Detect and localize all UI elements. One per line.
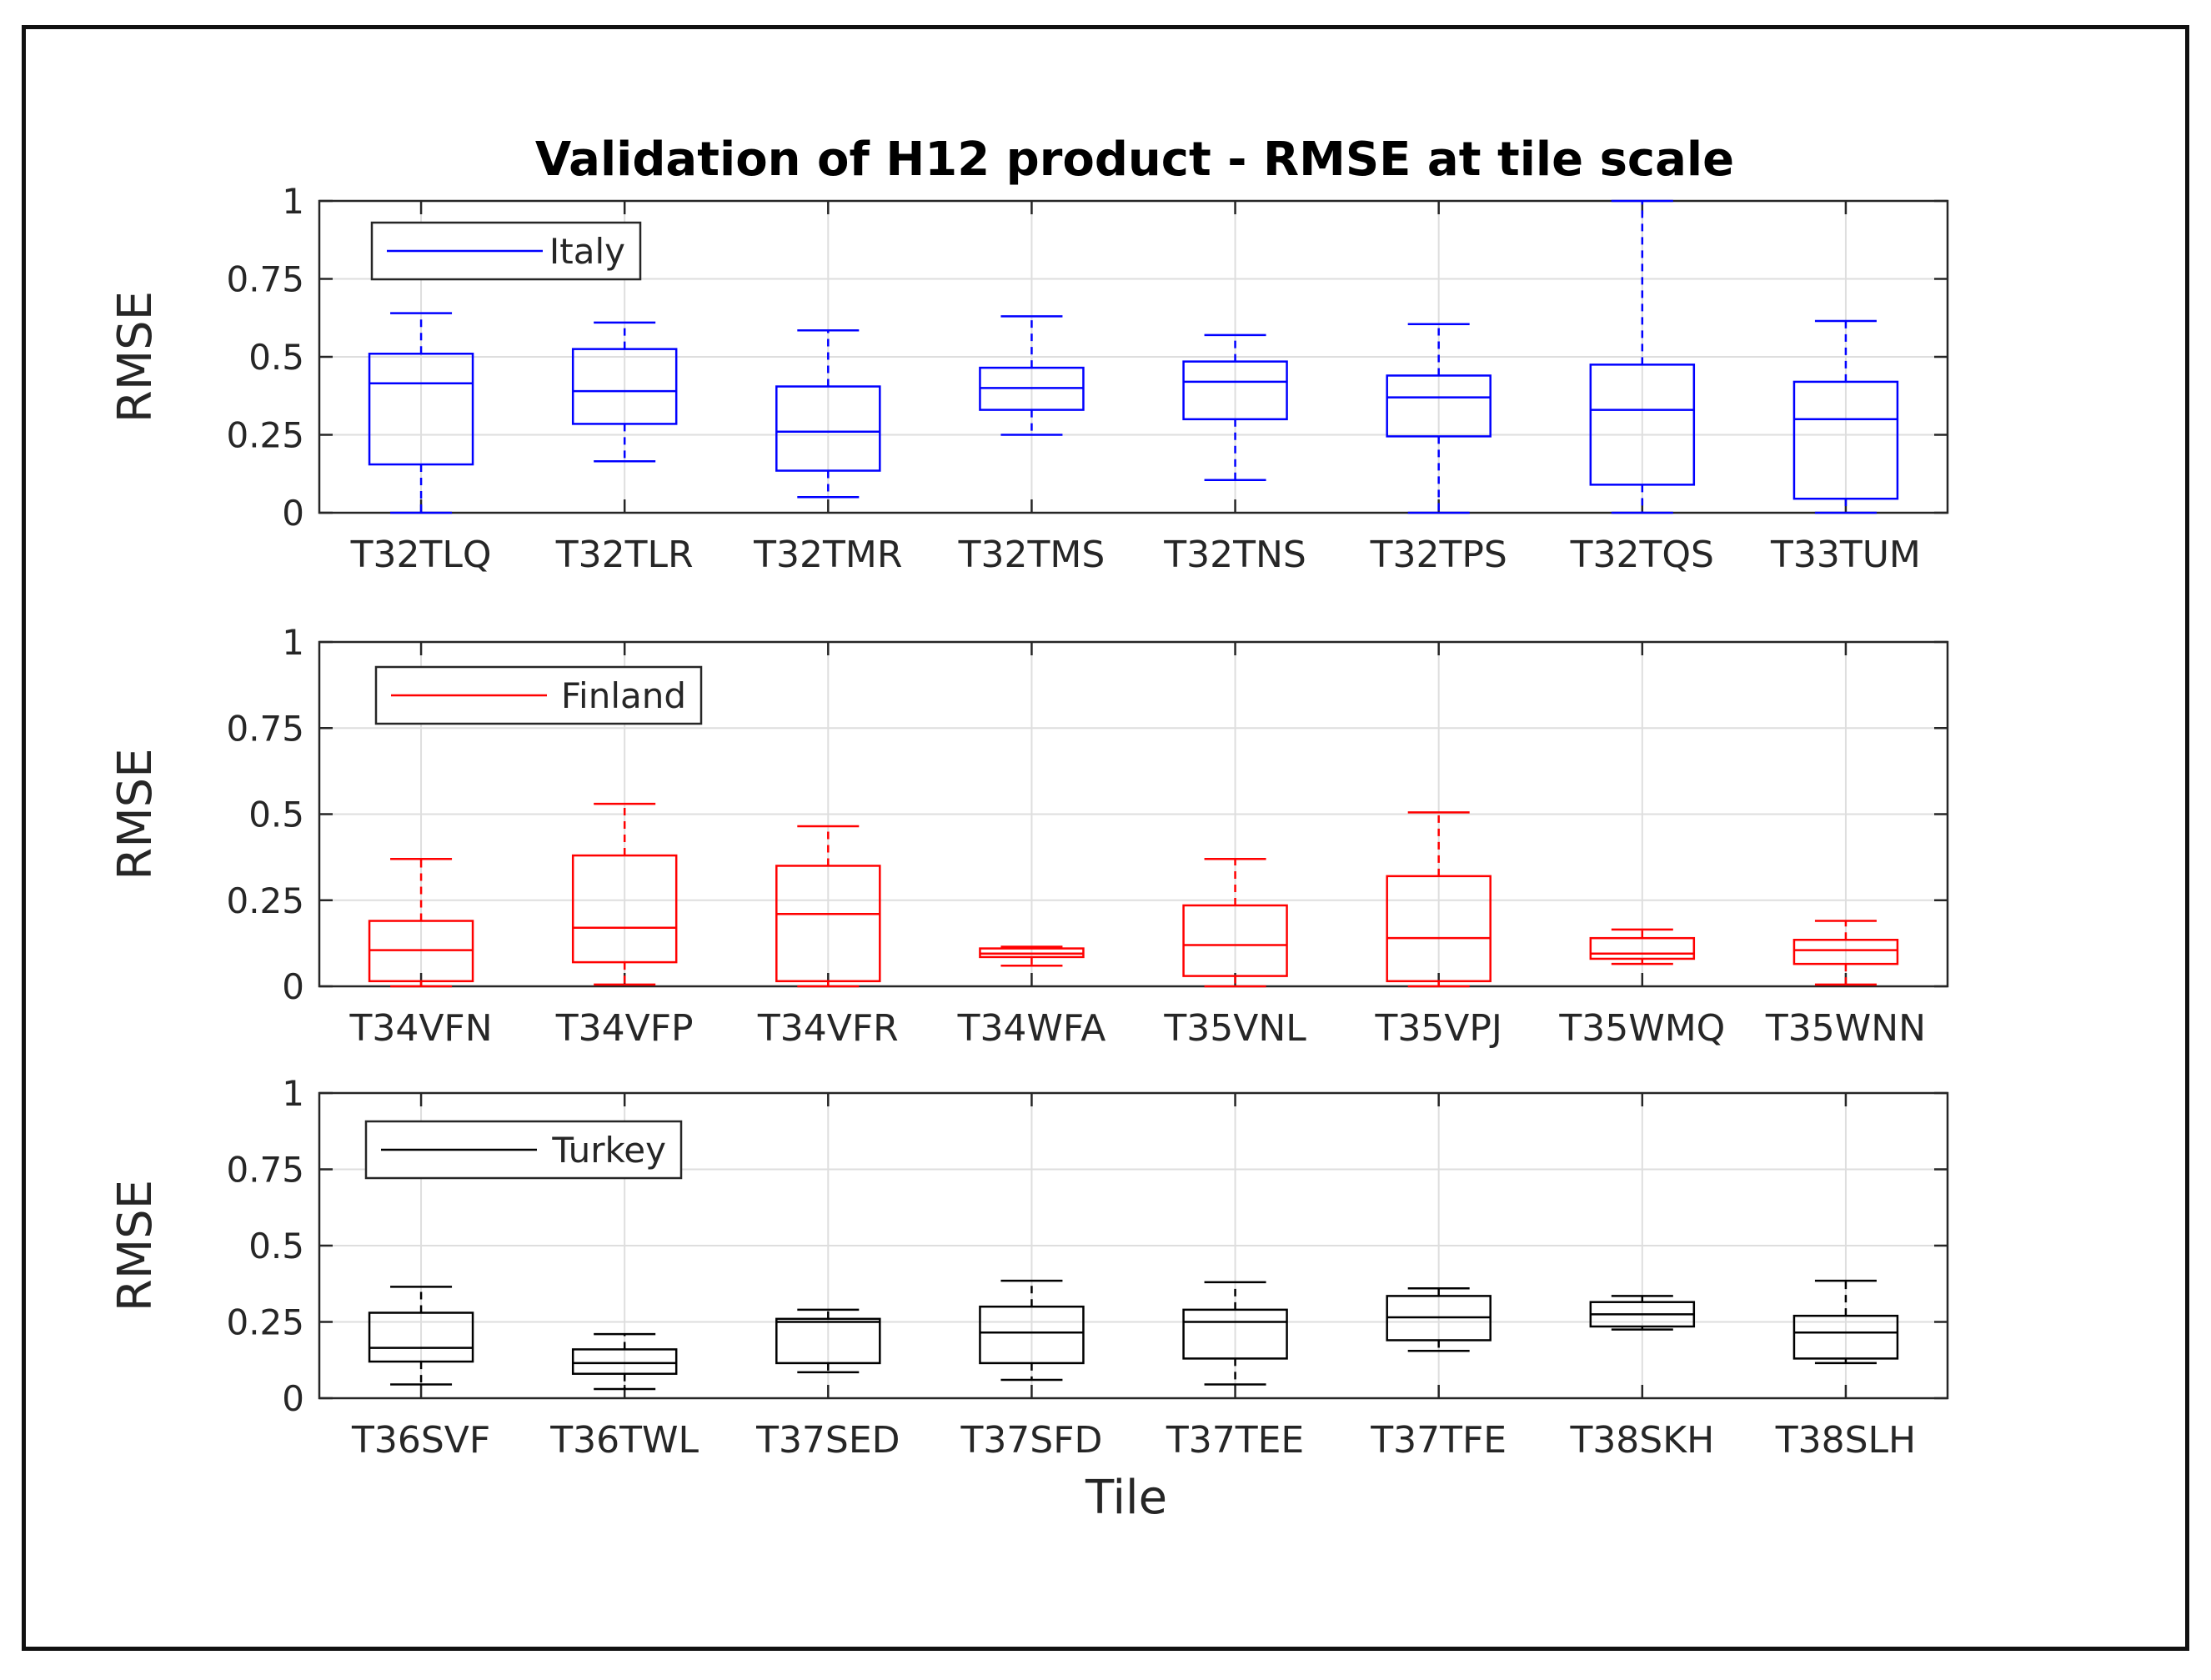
panel-3-box: [571, 1348, 678, 1375]
panel-1-x-tick-label: T32TMR: [753, 534, 902, 576]
x-axis-label: Tile: [1085, 1471, 1167, 1525]
panel-2-box: [1589, 936, 1696, 960]
panel-3-x-tick-label: T36SVF: [351, 1419, 490, 1462]
panel-1-y-tick-label: 0.75: [226, 259, 304, 300]
panel-2-x-tick-label: T34VFP: [555, 1007, 694, 1050]
panel-2-x-tick-label: T35VNL: [1163, 1007, 1306, 1050]
panel-2-x-tick-label: T35VPJ: [1374, 1007, 1502, 1050]
panel-2-box: [775, 865, 881, 983]
panel-1-box: [1386, 374, 1492, 438]
panel-2-box: [571, 854, 678, 964]
panel-2-box: [1792, 938, 1899, 965]
panel-1-box: [571, 348, 678, 425]
panel-2-y-tick-label: 1: [282, 622, 304, 663]
panel-2-x-tick-label: T34VFR: [757, 1007, 899, 1050]
panel-2-box: [1182, 904, 1288, 977]
panel-2-x-tick-label: T35WNN: [1765, 1007, 1926, 1050]
panel-2-x-tick-label: T34WFA: [957, 1007, 1106, 1050]
panel-3-y-axis-label: RMSE: [108, 1180, 163, 1311]
panel-3-y-tick-label: 0.25: [226, 1302, 304, 1343]
panel-3-box: [1182, 1308, 1288, 1360]
panel-1-x-tick-label: T32TQS: [1570, 534, 1714, 576]
panel-3-y-tick-label: 0: [282, 1378, 304, 1419]
panel-1-x-tick-label: T33TUM: [1770, 534, 1921, 576]
panel-2-box: [1386, 875, 1492, 983]
panel-3-legend-label: Turkey: [551, 1130, 666, 1171]
panel-3-x-tick-label: T37SED: [755, 1419, 900, 1462]
panel-1-y-tick-label: 1: [282, 181, 304, 222]
panel-1-box: [368, 353, 474, 466]
panel-2-y-tick-label: 0: [282, 966, 304, 1007]
panel-1-box: [1182, 360, 1288, 421]
panel-1-x-tick-label: T32TNS: [1163, 534, 1306, 576]
panel-2-y-tick-label: 0.25: [226, 880, 304, 921]
panel-3-x-tick-label: T36TWL: [549, 1419, 699, 1462]
panel-1-y-tick-label: 0: [282, 493, 304, 534]
panel-2-x-tick-label: T34VFN: [348, 1007, 492, 1050]
panel-2-y-tick-label: 0.5: [248, 795, 304, 835]
panel-2-x-tick-label: T35WMQ: [1558, 1007, 1725, 1050]
panel-3-x-tick-label: T38SLH: [1775, 1419, 1916, 1462]
panel-2-y-axis-label: RMSE: [108, 748, 163, 880]
panel-3-box: [368, 1311, 474, 1363]
panel-1-x-tick-label: T32TLQ: [350, 534, 492, 576]
panel-3-x-tick-label: T38SKH: [1569, 1419, 1714, 1462]
panel-1-y-tick-label: 0.5: [248, 337, 304, 378]
panel-3-y-tick-label: 0.5: [248, 1226, 304, 1266]
panel-1-y-axis-label: RMSE: [108, 291, 163, 423]
panel-3-y-tick-label: 1: [282, 1073, 304, 1114]
panel-1-box: [1589, 364, 1696, 486]
panel-2-y-tick-label: 0.75: [226, 708, 304, 749]
panel-1-box: [1792, 380, 1899, 500]
panel-1-x-tick-label: T32TLR: [555, 534, 694, 576]
panel-1-legend-label: Italy: [549, 231, 625, 272]
chart-title: Validation of H12 product - RMSE at tile…: [535, 133, 1734, 187]
panel-3-box: [1792, 1314, 1899, 1360]
panel-3-x-tick-label: T37TEE: [1166, 1419, 1304, 1462]
boxplot-chart: Validation of H12 product - RMSE at tile…: [108, 133, 1949, 1525]
panel-3-box: [979, 1305, 1085, 1365]
panel-3-x-tick-label: T37SFD: [960, 1419, 1102, 1462]
panel-1-y-tick-label: 0.25: [226, 415, 304, 456]
figure-frame: Validation of H12 product - RMSE at tile…: [22, 25, 2189, 1651]
panel-1-x-tick-label: T32TPS: [1370, 534, 1507, 576]
panel-2-legend-label: Finland: [561, 675, 686, 716]
panel-3-y-tick-label: 0.75: [226, 1150, 304, 1191]
panel-1-box: [775, 385, 881, 472]
panel-3-x-tick-label: T37TFE: [1370, 1419, 1507, 1462]
panel-3-box: [775, 1317, 881, 1365]
panel-1-x-tick-label: T32TMS: [958, 534, 1106, 576]
